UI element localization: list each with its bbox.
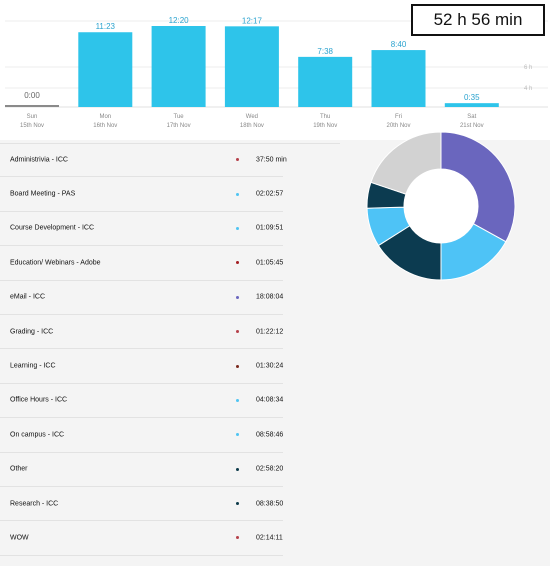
activity-name: On campus - ICC (10, 431, 65, 439)
activity-duration: 02:14:11 (256, 534, 283, 542)
activity-row[interactable]: Research - ICC 08:38:50 (0, 487, 284, 522)
activity-name: Education/ Webinars - Adobe (10, 259, 101, 267)
activity-duration: 01:22:12 (256, 328, 284, 336)
bar-fri[interactable] (371, 50, 426, 107)
day-label: Sun (27, 114, 38, 120)
activity-list: Administrivia - ICC 37:50 min Board Meetin… (0, 143, 340, 556)
activity-duration: 02:02:57 (256, 190, 284, 198)
date-label: 21st Nov (460, 123, 484, 129)
color-dot (236, 364, 239, 368)
activity-name: Course Development - ICC (10, 224, 95, 232)
day-label: Fri (395, 114, 402, 120)
date-label: 18th Nov (240, 123, 264, 129)
activity-row[interactable]: Grading - ICC 01:22:12 (0, 315, 284, 350)
date-label: 15th Nov (20, 123, 44, 129)
date-label: 16th Nov (93, 123, 117, 129)
activity-duration: 08:58:46 (256, 431, 284, 439)
activity-duration: 01:30:24 (256, 362, 284, 370)
activity-duration: 01:05:45 (256, 259, 284, 267)
activity-duration: 37:50 min (256, 156, 287, 164)
activity-row[interactable]: On campus - ICC 08:58:46 (0, 418, 284, 453)
color-dot (236, 295, 239, 299)
day-label: Thu (320, 114, 330, 120)
bar-sat[interactable] (444, 103, 499, 107)
activity-row[interactable]: eMail - ICC 18:08:04 (0, 281, 283, 315)
day-label: Mon (99, 114, 111, 120)
color-dot (236, 536, 239, 540)
activity-name: Administrivia - ICC (10, 156, 68, 164)
activity-row[interactable]: Office Hours - ICC 04:08:34 (0, 384, 284, 419)
activity-name: Board Meeting - PAS (10, 190, 76, 198)
activity-name: Office Hours - ICC (10, 396, 68, 404)
color-dot (236, 433, 239, 437)
total-time-value: 52 h 56 min (433, 10, 523, 29)
date-label: 19th Nov (313, 123, 337, 129)
activity-name: WOW (10, 534, 29, 542)
activity-row[interactable]: Learning - ICC 01:30:24 (0, 349, 284, 384)
activity-donut-chart (366, 131, 516, 281)
activity-name: Learning - ICC (10, 362, 56, 370)
activity-row[interactable]: Course Development - ICC 01:09:51 (0, 212, 284, 247)
color-dot (236, 330, 239, 334)
grid-label: 6 h (524, 65, 532, 71)
day-label: Wed (246, 114, 258, 120)
color-dot (236, 226, 239, 230)
day-label: Tue (174, 114, 185, 120)
bar-value-label: 12:17 (242, 16, 263, 25)
bar-mon[interactable] (78, 32, 133, 107)
activity-name: Other (10, 465, 28, 473)
date-label: 20th Nov (386, 123, 410, 129)
activity-name: Research - ICC (10, 500, 59, 508)
day-label: Sat (467, 114, 476, 120)
activity-name: Grading - ICC (10, 328, 54, 336)
date-label: 17th Nov (167, 123, 191, 129)
list-divider (0, 143, 340, 144)
bar-value-label: 0:35 (464, 93, 480, 102)
bar-wed[interactable] (224, 26, 279, 108)
activity-row[interactable]: Board Meeting - PAS 02:02:57 (0, 177, 284, 212)
color-dot (236, 261, 239, 265)
activity-row[interactable]: Other 02:58:20 (0, 453, 283, 487)
donut-hole (404, 169, 478, 243)
bar-tue[interactable] (151, 26, 206, 107)
bar-value-label: 12:20 (169, 16, 190, 25)
activity-duration: 04:08:34 (256, 396, 284, 404)
total-time-box: 52 h 56 min (411, 4, 545, 36)
color-dot (236, 502, 239, 506)
bar-value-label: 0:00 (24, 91, 40, 100)
color-dot (236, 192, 239, 196)
bar-value-label: 11:23 (96, 22, 116, 31)
activity-duration: 01:09:51 (256, 224, 284, 232)
color-dot (236, 158, 239, 162)
activity-name: eMail - ICC (10, 293, 46, 301)
bar-sun[interactable] (5, 105, 59, 107)
bar-value-label: 8:40 (391, 40, 407, 49)
activity-row[interactable]: Administrivia - ICC 37:50 min (0, 143, 287, 178)
activity-row[interactable]: WOW 02:14:11 (0, 521, 283, 556)
color-dot (236, 467, 239, 471)
activity-duration: 02:58:20 (256, 465, 284, 473)
activity-row[interactable]: Education/ Webinars - Adobe 01:05:45 (0, 246, 284, 281)
bar-thu[interactable] (298, 56, 353, 107)
bar-value-label: 7:38 (317, 47, 333, 56)
grid-label: 4 h (524, 86, 532, 92)
color-dot (236, 398, 239, 402)
activity-duration: 18:08:04 (256, 293, 284, 301)
activity-duration: 08:38:50 (256, 500, 284, 508)
